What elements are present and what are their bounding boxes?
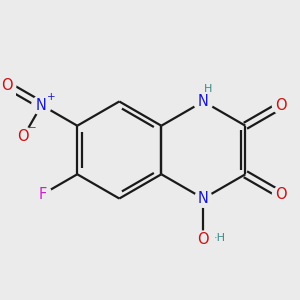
Circle shape: [195, 190, 212, 207]
Circle shape: [32, 95, 51, 115]
Text: O: O: [275, 98, 287, 112]
Text: N: N: [198, 94, 209, 109]
Text: −: −: [28, 123, 37, 134]
Circle shape: [194, 92, 213, 111]
Text: F: F: [39, 187, 47, 202]
Text: O: O: [198, 232, 209, 247]
Text: N: N: [36, 98, 47, 112]
Circle shape: [34, 185, 52, 203]
Text: O: O: [1, 78, 13, 93]
Circle shape: [14, 127, 33, 146]
Circle shape: [0, 76, 16, 94]
Text: O: O: [275, 188, 287, 202]
Text: +: +: [46, 92, 55, 102]
Circle shape: [272, 96, 290, 114]
Circle shape: [195, 231, 212, 248]
Text: N: N: [198, 191, 209, 206]
Circle shape: [272, 186, 290, 204]
Text: ·H: ·H: [213, 233, 225, 243]
Text: H: H: [204, 84, 212, 94]
Text: O: O: [17, 129, 29, 144]
